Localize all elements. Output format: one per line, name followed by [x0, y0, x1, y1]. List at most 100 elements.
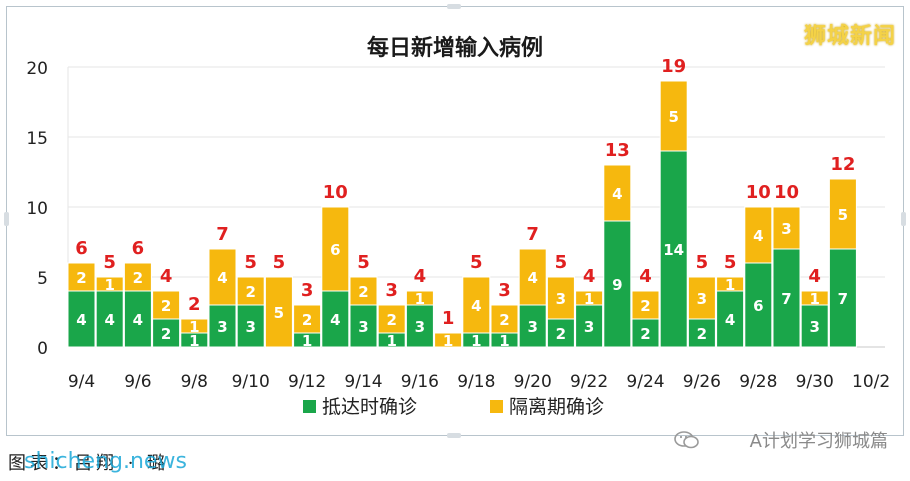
bar-quarantine [405, 290, 434, 306]
bar-arrived [800, 304, 829, 348]
bar-quarantine [434, 332, 463, 348]
bar-total-label: 4 [160, 266, 173, 287]
bar-arrived-label: 1 [302, 332, 312, 350]
bar-quarantine-label: 4 [612, 185, 622, 203]
x-tick-label: 9/4 [68, 372, 95, 392]
bar-arrived [321, 290, 350, 348]
bar-total-label: 5 [470, 252, 483, 273]
bar-quarantine [744, 206, 773, 264]
y-tick-label: 20 [26, 59, 48, 79]
bar-quarantine-label: 2 [133, 269, 143, 287]
bar-arrived [152, 318, 181, 348]
bar-total-label: 6 [75, 238, 88, 259]
bar-quarantine-label: 1 [809, 290, 819, 308]
bar-arrived-label: 6 [753, 297, 763, 315]
bar-arrived-label: 3 [415, 318, 425, 336]
bar-quarantine [67, 262, 96, 292]
x-tick-label: 9/6 [124, 372, 151, 392]
bar-arrived-label: 3 [809, 318, 819, 336]
bar-quarantine [603, 164, 632, 222]
watermark-logo: 狮城新闻 [803, 24, 896, 49]
bar-arrived-label: 9 [612, 276, 622, 294]
x-tick-label: 9/12 [288, 372, 326, 392]
bar-quarantine-label: 4 [471, 297, 481, 315]
bar-quarantine [152, 290, 181, 320]
bar-quarantine [462, 276, 491, 334]
bar-quarantine [264, 276, 293, 348]
bar-total-label: 3 [301, 280, 314, 301]
bar-arrived-label: 2 [556, 325, 566, 343]
bar-quarantine [575, 290, 604, 306]
bar-quarantine [687, 276, 716, 320]
x-tick-label: 9/14 [344, 372, 382, 392]
y-tick-label: 0 [37, 339, 48, 359]
bar-total-label: 5 [357, 252, 370, 273]
bar-quarantine-label: 2 [358, 283, 368, 301]
bar-total-label: 4 [583, 266, 596, 287]
x-tick-label: 9/10 [232, 372, 270, 392]
bar-total-label: 13 [605, 140, 630, 161]
bar-arrived [405, 304, 434, 348]
bar-total-label: 4 [414, 266, 427, 287]
bar-quarantine [518, 248, 547, 306]
bar-arrived-label: 1 [499, 332, 509, 350]
y-tick-label: 5 [37, 269, 48, 289]
bar-quarantine-label: 3 [556, 290, 566, 308]
bar-total-label: 1 [442, 308, 455, 329]
bar-arrived [659, 150, 688, 348]
x-tick-label: 9/28 [739, 372, 777, 392]
bar-quarantine-label: 1 [104, 276, 114, 294]
bar-quarantine-label: 2 [302, 311, 312, 329]
x-tick-label: 9/18 [457, 372, 495, 392]
bar-total-label: 5 [555, 252, 568, 273]
bar-quarantine-label: 5 [838, 206, 848, 224]
bar-arrived-label: 3 [527, 318, 537, 336]
bar-quarantine [236, 276, 265, 306]
legend-swatch-quarantine [490, 400, 503, 413]
bar-arrived-label: 4 [104, 311, 114, 329]
bar-quarantine-label: 3 [697, 290, 707, 308]
bar-total-label: 10 [746, 182, 771, 203]
bar-quarantine [800, 290, 829, 306]
bar-total-label: 5 [273, 252, 286, 273]
bar-quarantine-label: 2 [76, 269, 86, 287]
bar-total-label: 5 [103, 252, 116, 273]
bar-quarantine-label: 1 [725, 276, 735, 294]
y-tick-label: 15 [26, 129, 48, 149]
bar-quarantine-label: 1 [584, 290, 594, 308]
bar-quarantine-label: 2 [499, 311, 509, 329]
caption: 图表：吕翔 · 璐 [8, 453, 170, 474]
resize-handle-bottom[interactable] [447, 433, 461, 438]
bar-quarantine-label: 4 [753, 227, 763, 245]
bar-quarantine-label: 2 [161, 297, 171, 315]
bar-arrived-label: 2 [640, 325, 650, 343]
bar-arrived-label: 7 [838, 290, 848, 308]
bar-total-label: 19 [661, 56, 686, 77]
bar-arrived [236, 304, 265, 348]
bar-quarantine [828, 178, 857, 250]
bar-quarantine-label: 1 [415, 290, 425, 308]
bar-arrived-label: 4 [133, 311, 143, 329]
bar-quarantine [349, 276, 378, 306]
resize-handle-top[interactable] [447, 4, 461, 9]
resize-handle-left[interactable] [4, 212, 9, 226]
bar-quarantine [293, 304, 322, 334]
bar-total-label: 5 [696, 252, 709, 273]
bar-arrived [828, 248, 857, 348]
bar-total-label: 3 [498, 280, 511, 301]
bar-arrived-label: 4 [725, 311, 735, 329]
bar-quarantine-label: 2 [640, 297, 650, 315]
bar-quarantine-label: 5 [274, 304, 284, 322]
bar-quarantine [95, 276, 124, 292]
bar-total-label: 2 [188, 294, 201, 315]
bar-arrived-label: 1 [471, 332, 481, 350]
bar-arrived [518, 304, 547, 348]
bar-arrived-label: 2 [161, 325, 171, 343]
bar-arrived-label: 4 [330, 311, 340, 329]
bar-arrived [123, 290, 152, 348]
bar-quarantine-label: 4 [527, 269, 537, 287]
x-tick-label: 9/8 [181, 372, 208, 392]
bar-quarantine-label: 1 [189, 318, 199, 336]
bar-total-label: 5 [724, 252, 737, 273]
resize-handle-right[interactable] [901, 212, 906, 226]
